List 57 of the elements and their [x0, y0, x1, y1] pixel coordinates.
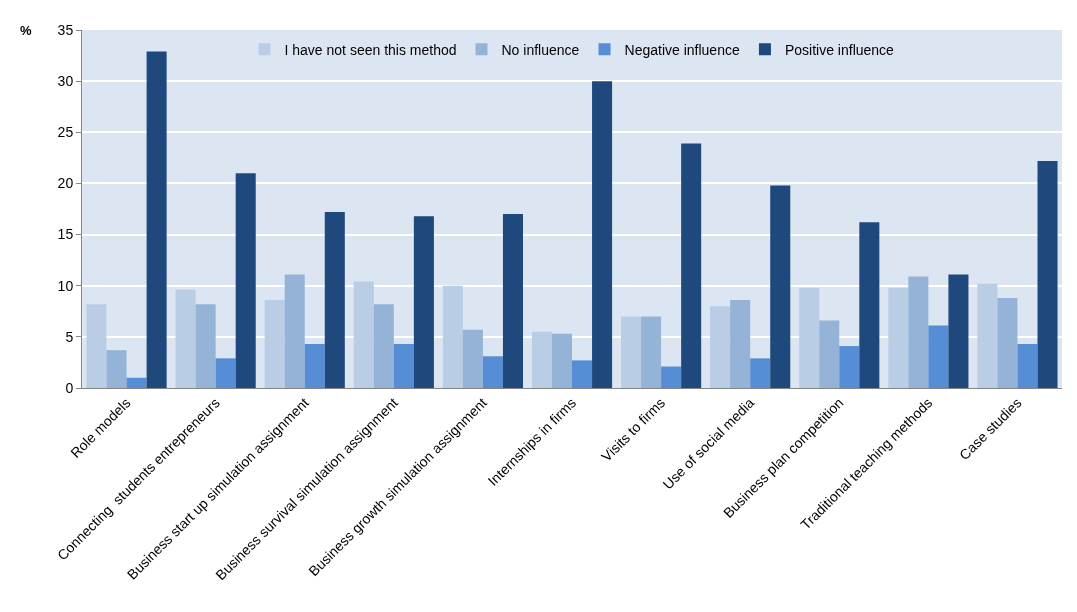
legend-label: No influence: [501, 41, 580, 58]
bar: [1037, 160, 1058, 388]
bar: [531, 331, 552, 388]
bar: [353, 281, 374, 388]
y-tick-label: 15: [57, 226, 74, 243]
bar: [482, 356, 503, 388]
bar: [661, 366, 682, 388]
bar: [215, 358, 236, 388]
y-tick-label: 10: [57, 277, 74, 294]
bar: [195, 304, 216, 388]
bar: [304, 344, 325, 388]
bar: [175, 289, 196, 388]
bar: [908, 276, 929, 388]
y-tick-label: 35: [57, 21, 74, 38]
bar: [126, 377, 147, 388]
bar: [770, 185, 791, 388]
bar: [592, 81, 613, 388]
bar: [442, 285, 463, 388]
bar: [948, 274, 969, 388]
y-tick-label: 25: [57, 124, 74, 141]
y-axis-title: %: [20, 23, 32, 38]
bar: [888, 287, 909, 388]
bar: [572, 360, 593, 388]
bar: [284, 274, 305, 388]
bar: [235, 173, 256, 388]
bar: [462, 329, 483, 388]
bar: [393, 344, 414, 388]
legend-label: I have not seen this method: [284, 41, 457, 58]
bar: [621, 316, 642, 388]
bar: [997, 297, 1018, 388]
bar: [324, 212, 345, 388]
bar: [146, 51, 167, 388]
bar: [413, 216, 434, 388]
bar: [750, 358, 771, 388]
bar: [1017, 344, 1038, 388]
bar: [819, 320, 840, 388]
bar: [799, 287, 820, 388]
bar: [641, 316, 662, 388]
bar: [681, 143, 702, 388]
bar: [86, 304, 107, 388]
y-tick-label: 0: [65, 379, 74, 396]
bar: [710, 306, 731, 388]
bar: [551, 333, 572, 388]
bar: [839, 346, 860, 388]
bar: [502, 214, 523, 388]
legend-label: Positive influence: [784, 41, 895, 58]
y-tick-label: 30: [57, 73, 74, 90]
y-tick-label: 20: [57, 175, 74, 192]
bar: [977, 283, 998, 388]
bar: [264, 300, 285, 388]
bar: [373, 304, 394, 388]
bar: [928, 325, 949, 388]
bar: [106, 350, 127, 388]
y-tick-label: 5: [65, 328, 74, 345]
legend-label: Negative influence: [624, 41, 740, 58]
bar: [859, 222, 880, 388]
bar: [730, 300, 751, 388]
